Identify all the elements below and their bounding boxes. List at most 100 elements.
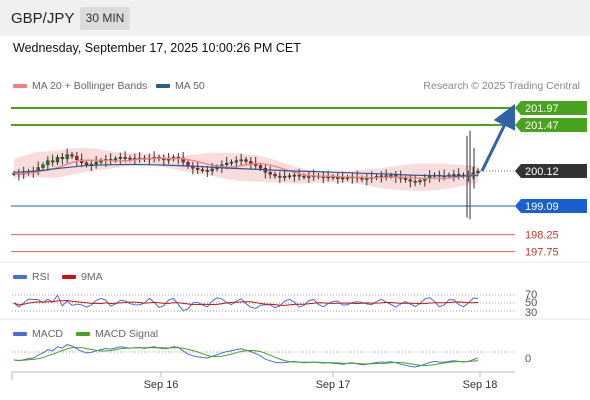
candle-body <box>113 158 118 161</box>
candle-body <box>99 160 103 163</box>
candle-body <box>84 162 89 166</box>
candle-body <box>224 162 229 166</box>
candle-body <box>244 159 248 162</box>
legend-ma50-label: MA 50 <box>175 80 205 92</box>
legend-9ma: 9MA <box>62 271 103 283</box>
legend-macd-signal-label: MACD Signal <box>95 328 159 340</box>
price-label-text: 201.97 <box>525 103 559 115</box>
rsi-swatch <box>13 275 27 280</box>
candle-body <box>118 157 123 159</box>
price-label-box <box>515 118 587 133</box>
ma20-line <box>13 157 479 180</box>
candle-body <box>360 177 364 180</box>
header-bar: GBP/JPY 30 MIN <box>0 0 590 36</box>
price-label-text: 201.47 <box>525 120 559 132</box>
legend-9ma-label: 9MA <box>81 271 103 283</box>
legend-ma20-label: MA 20 + Bollinger Bands <box>32 80 148 92</box>
candle-body <box>456 174 461 176</box>
candle-body <box>94 161 98 165</box>
rsi-level-50: 50 <box>525 297 537 309</box>
research-credit: Research © 2025 Trading Central <box>423 80 580 92</box>
candle-body <box>46 160 50 166</box>
candle-body <box>249 161 253 164</box>
symbol-title: GBP/JPY <box>11 10 75 27</box>
candle-body <box>41 164 45 168</box>
ma50-swatch <box>156 84 170 89</box>
candle-body <box>403 178 408 180</box>
legend-macd: MACD <box>13 328 63 340</box>
candle-body <box>200 169 205 171</box>
price-label-box <box>515 199 587 213</box>
ma50-line <box>13 163 479 177</box>
candle-body <box>476 170 480 174</box>
candle-body <box>195 168 200 170</box>
candle-body <box>278 175 282 178</box>
price-label-box <box>515 163 587 178</box>
candle-body <box>418 180 422 183</box>
candle-body <box>273 174 277 177</box>
legend-ma50: MA 50 <box>156 80 205 92</box>
timeframe-button[interactable]: 30 MIN <box>80 7 130 30</box>
price-label-197.75: 197.75 <box>525 247 559 259</box>
macd-signal-line <box>13 346 479 367</box>
rsi-9ma-line <box>13 299 479 306</box>
price-label-201.97: 201.97 <box>515 101 587 115</box>
legend-macd-label: MACD <box>32 328 63 340</box>
candle-body <box>70 154 74 157</box>
candle-body <box>229 161 234 164</box>
macd-level-0: 0 <box>525 353 531 365</box>
x-label-sep16: Sep 16 <box>144 379 179 391</box>
ma20-swatch <box>13 84 27 89</box>
candle-body <box>258 165 263 169</box>
candle-body <box>379 175 384 178</box>
legend-rsi-label: RSI <box>32 271 50 283</box>
candle-body <box>297 174 301 177</box>
candle-body <box>326 176 330 179</box>
candle-body <box>181 157 185 163</box>
macd-swatch <box>13 332 27 337</box>
price-label-text: 199.09 <box>525 201 559 213</box>
price-label-text: 197.75 <box>525 247 559 259</box>
candle-body <box>452 174 456 176</box>
candle-body <box>123 157 127 159</box>
candle-body <box>413 180 417 183</box>
candle-body <box>307 176 311 178</box>
x-label-sep17: Sep 17 <box>316 379 351 391</box>
price-label-text: 200.12 <box>525 166 559 178</box>
rsi-level-30: 30 <box>525 307 537 319</box>
candle-body <box>389 175 393 177</box>
candle-body <box>268 172 272 175</box>
legend-rsi: RSI <box>13 271 50 283</box>
price-label-text: 198.25 <box>525 230 559 242</box>
candle-body <box>287 175 292 178</box>
legend-macd-signal: MACD Signal <box>76 328 158 340</box>
candle-body <box>365 178 369 180</box>
candle-body <box>205 170 210 172</box>
9ma-swatch <box>62 275 76 280</box>
candle-body <box>408 179 413 182</box>
candle-body <box>239 159 243 162</box>
price-label-box <box>515 101 587 115</box>
rsi-level-70: 70 <box>525 289 537 301</box>
price-label-198.25: 198.25 <box>525 230 559 242</box>
macd-signal-swatch <box>76 332 90 337</box>
candle-body <box>340 177 345 180</box>
candle-body <box>210 168 214 172</box>
candle-body <box>50 160 55 163</box>
candle-body <box>128 157 132 160</box>
candle-body <box>60 157 65 159</box>
legend-ma20-bollinger: MA 20 + Bollinger Bands <box>13 80 147 92</box>
candle-body <box>292 174 297 177</box>
candle-body <box>336 177 340 179</box>
candle-body <box>75 156 79 160</box>
price-label-201.47: 201.47 <box>515 118 587 133</box>
x-label-sep18: Sep 18 <box>463 379 498 391</box>
candle-body <box>55 157 60 163</box>
candle-body <box>65 154 69 159</box>
candle-body <box>302 175 306 178</box>
chart-datetime: Wednesday, September 17, 2025 10:00:26 P… <box>13 41 301 55</box>
forecast-arrow <box>480 103 516 172</box>
candle-body <box>282 176 287 178</box>
candle-body <box>234 160 239 163</box>
